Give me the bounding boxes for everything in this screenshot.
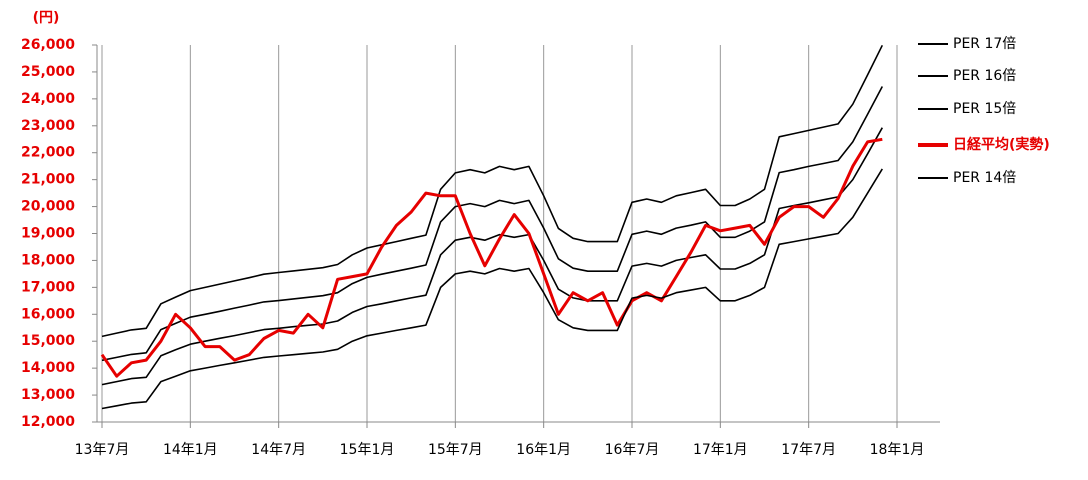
legend-label: PER 16倍 xyxy=(953,68,1016,84)
y-unit-label: (円) xyxy=(33,10,60,26)
x-tick-label: 15年7月 xyxy=(428,442,483,458)
x-tick-label: 14年1月 xyxy=(163,442,218,458)
y-tick-label: 18,000 xyxy=(21,252,75,268)
series-line xyxy=(101,168,883,410)
y-tick-label: 23,000 xyxy=(21,118,75,134)
x-tick-label: 13年7月 xyxy=(75,442,130,458)
y-tick-label: 14,000 xyxy=(21,360,75,376)
legend-label: PER 15倍 xyxy=(953,101,1016,117)
y-tick-label: 22,000 xyxy=(21,145,75,161)
x-tick-label: 15年1月 xyxy=(340,442,395,458)
y-tick-label: 15,000 xyxy=(21,333,75,349)
x-tick-label: 16年1月 xyxy=(516,442,571,458)
x-tick-label: 17年7月 xyxy=(781,442,836,458)
series-line xyxy=(101,127,883,386)
y-tick-label: 13,000 xyxy=(21,387,75,403)
y-tick-label: 24,000 xyxy=(21,91,75,107)
x-tick-label: 16年7月 xyxy=(605,442,660,458)
legend-label: PER 14倍 xyxy=(953,170,1016,186)
x-tick-label: 14年7月 xyxy=(251,442,306,458)
legend-label: 日経平均(実勢) xyxy=(953,136,1050,153)
series-line xyxy=(101,44,884,338)
y-tick-label: 16,000 xyxy=(21,306,75,322)
y-tick-label: 19,000 xyxy=(21,226,75,242)
x-tick-label: 18年1月 xyxy=(870,442,925,458)
x-tick-label: 17年1月 xyxy=(693,442,748,458)
y-tick-label: 21,000 xyxy=(21,172,75,188)
series-line xyxy=(100,137,883,378)
y-tick-label: 12,000 xyxy=(21,414,75,430)
y-tick-label: 17,000 xyxy=(21,279,75,295)
legend-label: PER 17倍 xyxy=(953,36,1016,52)
y-tick-label: 20,000 xyxy=(21,199,75,215)
y-tick-label: 25,000 xyxy=(21,64,75,80)
y-tick-label: 26,000 xyxy=(21,37,75,53)
series-line xyxy=(101,86,884,362)
